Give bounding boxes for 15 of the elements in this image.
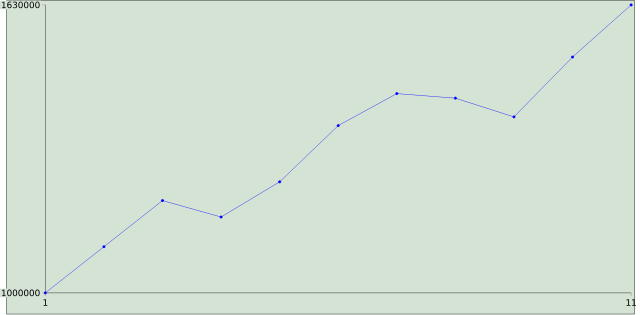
point — [571, 56, 574, 59]
point — [454, 96, 457, 100]
x-tick-label: 11 — [626, 300, 636, 306]
point — [102, 245, 106, 248]
point — [220, 216, 223, 219]
point — [278, 180, 282, 184]
point — [395, 92, 398, 96]
point — [161, 199, 164, 202]
y-tick-label: 1000000 — [2, 290, 40, 296]
y-tick-label: 1630000 — [2, 2, 40, 8]
point — [44, 292, 47, 295]
x-tick-label: 1 — [44, 300, 48, 306]
point — [336, 124, 340, 128]
point — [512, 116, 516, 119]
point — [630, 4, 633, 7]
